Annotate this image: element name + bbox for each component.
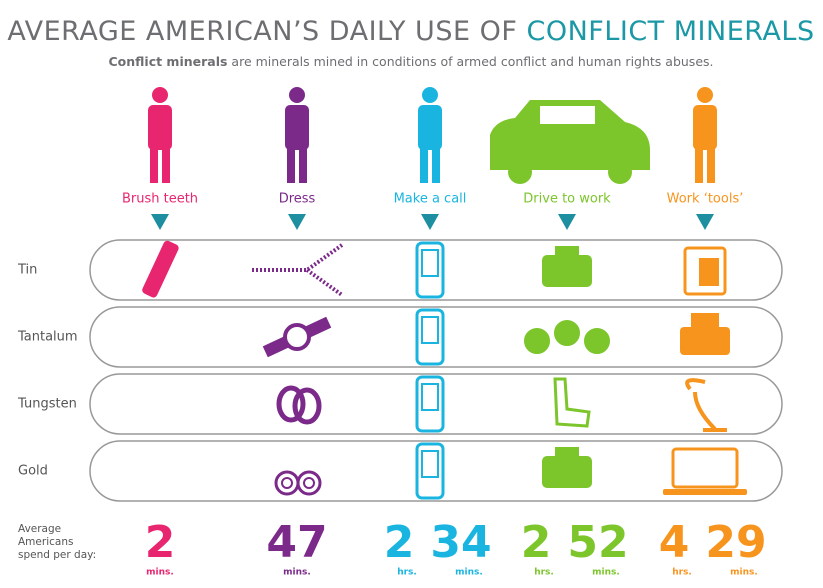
- leg: [162, 148, 170, 183]
- gauge: [583, 327, 611, 355]
- leg: [432, 148, 440, 183]
- time-label: Average: [18, 523, 61, 535]
- activity-label: Dress: [279, 192, 316, 207]
- time-unit: mins.: [592, 568, 620, 578]
- head: [697, 87, 713, 103]
- head: [422, 87, 438, 103]
- paper: [691, 313, 719, 329]
- torso: [148, 105, 172, 150]
- wheel: [608, 160, 632, 184]
- time-unit: hrs.: [534, 568, 554, 578]
- car-window: [540, 106, 595, 124]
- time-value: 29: [705, 517, 766, 568]
- engine: [542, 456, 592, 488]
- leg: [287, 148, 295, 183]
- mineral-label: Tungsten: [17, 397, 77, 412]
- engine: [542, 255, 592, 287]
- time-value: 2: [521, 517, 552, 568]
- head: [289, 87, 305, 103]
- engine-top: [555, 447, 579, 457]
- time-value: 4: [659, 517, 690, 568]
- torso: [418, 105, 442, 150]
- leg: [150, 148, 158, 183]
- leg: [695, 148, 703, 183]
- title-text: AVERAGE AMERICAN’S DAILY USE OF: [7, 16, 517, 47]
- watch-face: [285, 325, 309, 349]
- time-value: 2: [145, 517, 176, 568]
- laptop-base: [663, 489, 747, 495]
- keypad: [699, 258, 719, 286]
- printer: [680, 327, 730, 355]
- time-unit: mins.: [455, 568, 483, 578]
- subtitle-bold: Conflict minerals: [108, 54, 227, 69]
- leg: [707, 148, 715, 183]
- gauge: [553, 319, 581, 347]
- wheel: [508, 160, 532, 184]
- activity-label: Brush teeth: [122, 192, 198, 207]
- subtitle: Conflict minerals are minerals mined in …: [108, 54, 713, 69]
- subtitle-text: are minerals mined in conditions of arme…: [227, 54, 713, 69]
- time-value: 34: [430, 517, 491, 568]
- time-label: spend per day:: [18, 549, 96, 561]
- mineral-label: Tantalum: [17, 330, 78, 345]
- time-unit: hrs.: [672, 568, 692, 578]
- title: AVERAGE AMERICAN’S DAILY USE OF CONFLICT…: [7, 16, 814, 47]
- activity-label: Drive to work: [523, 192, 611, 207]
- gauge: [523, 327, 551, 355]
- torso: [285, 105, 309, 150]
- time-unit: mins.: [283, 568, 311, 578]
- leg: [420, 148, 428, 183]
- leg: [299, 148, 307, 183]
- title-highlight: CONFLICT MINERALS: [526, 16, 814, 47]
- time-unit: hrs.: [397, 568, 417, 578]
- mineral-label: Tin: [17, 263, 37, 278]
- engine-top: [555, 246, 579, 256]
- time-value: 2: [384, 517, 415, 568]
- time-value: 47: [266, 517, 327, 568]
- activity-label: Make a call: [394, 192, 467, 207]
- time-unit: mins.: [146, 568, 174, 578]
- time-unit: mins.: [730, 568, 758, 578]
- head: [152, 87, 168, 103]
- time-value: 52: [567, 517, 628, 568]
- infographic: AVERAGE AMERICAN’S DAILY USE OF CONFLICT…: [0, 0, 823, 588]
- mineral-label: Gold: [18, 464, 48, 479]
- torso: [693, 105, 717, 150]
- time-label: Americans: [18, 536, 73, 548]
- activity-label: Work ‘tools’: [667, 192, 744, 207]
